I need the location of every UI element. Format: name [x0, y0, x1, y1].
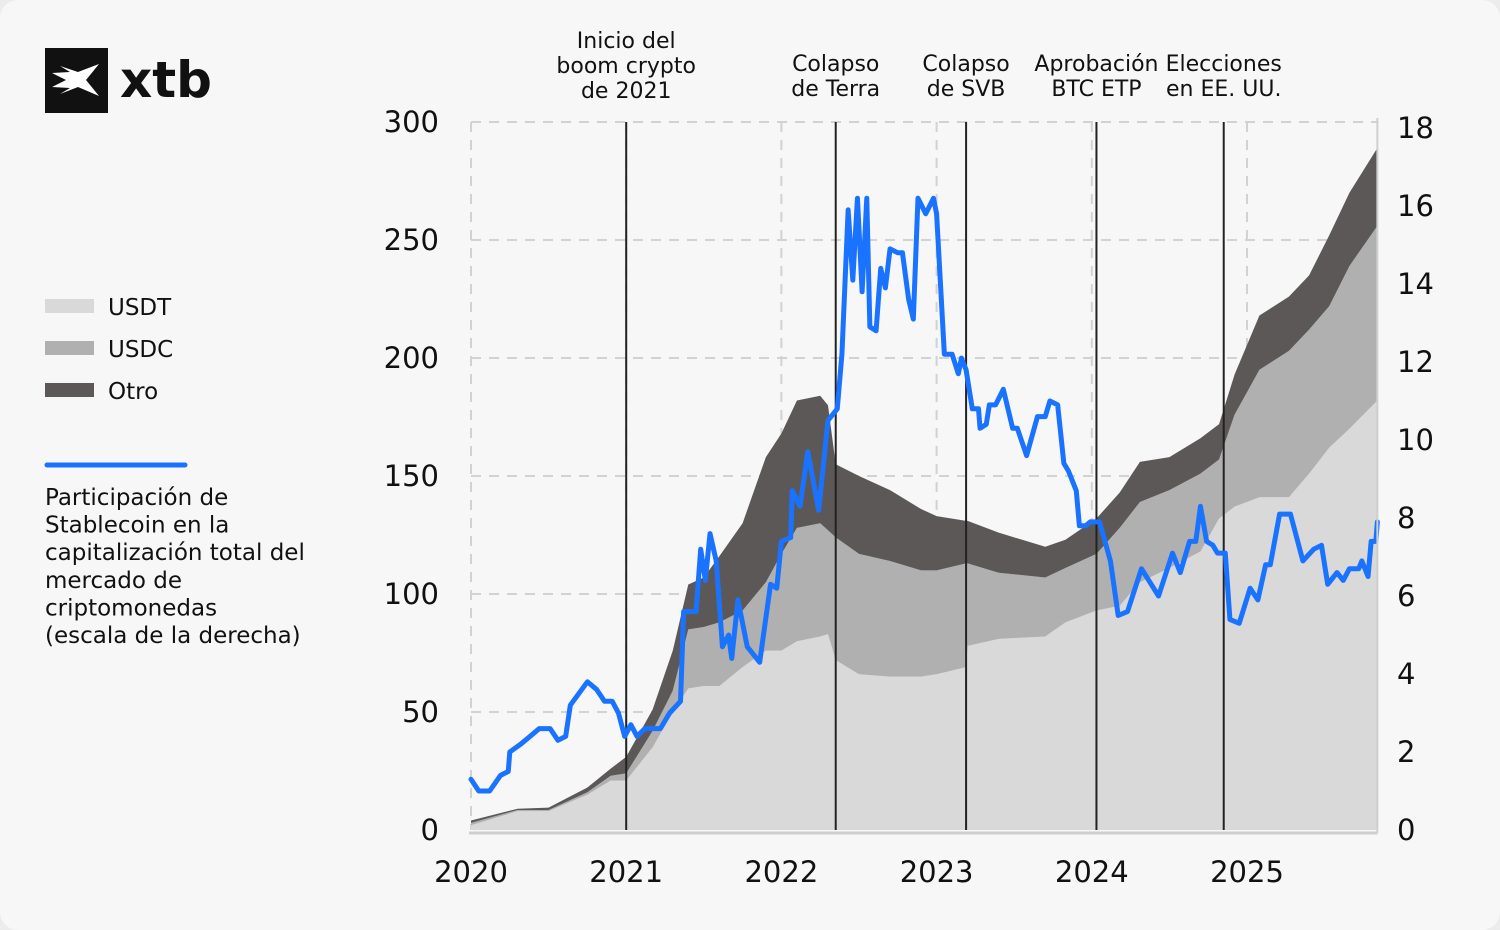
area-usdc — [471, 225, 1378, 826]
x-tick-label: 2024 — [1055, 855, 1129, 889]
y-right-tick-label: 6 — [1397, 579, 1415, 613]
legend-line-label: (escala de la derecha) — [45, 623, 301, 649]
legend-line-label: capitalización total del — [45, 540, 305, 566]
x-tick-label: 2020 — [434, 855, 508, 889]
event-label: Inicio del — [577, 29, 676, 54]
axes: 0 50 100 150 200 250 300 0 2 4 6 8 10 12 14 16 18 2020 202… — [384, 105, 1434, 889]
y-right-tick-label: 0 — [1397, 813, 1415, 847]
legend-line-label: Stablecoin en la — [45, 513, 229, 539]
legend-swatch-usdc — [45, 341, 94, 355]
legend-label: USDC — [108, 337, 173, 363]
y-right-tick-label: 10 — [1397, 423, 1434, 457]
legend-swatch-usdt — [45, 299, 94, 313]
area-usdt — [471, 400, 1378, 830]
y-left-tick-label: 250 — [384, 223, 439, 257]
y-left-tick-label: 50 — [402, 695, 439, 729]
y-right-tick-label: 16 — [1397, 189, 1434, 223]
event-label: de Terra — [791, 77, 880, 102]
x-tick-label: 2023 — [900, 855, 974, 889]
legend-label: USDT — [108, 295, 172, 321]
event-label: BTC ETP — [1051, 77, 1141, 102]
event-label: boom crypto — [556, 54, 696, 79]
event-label: Colapso — [792, 52, 879, 77]
x-tick-label: 2021 — [589, 855, 663, 889]
event-label: Elecciones — [1166, 52, 1282, 77]
x-tick-label: 2022 — [744, 855, 818, 889]
y-left-tick-label: 300 — [384, 105, 439, 139]
y-right-tick-label: 4 — [1397, 657, 1415, 691]
y-right-tick-label: 14 — [1397, 267, 1434, 301]
logo-x-icon — [52, 64, 99, 96]
event-label: en EE. UU. — [1166, 77, 1281, 102]
event-label: de 2021 — [581, 79, 671, 104]
xtb-logo: xtb — [45, 48, 212, 113]
y-right-tick-label: 12 — [1397, 345, 1434, 379]
stacked-areas — [471, 147, 1378, 830]
y-left-tick-label: 100 — [384, 577, 439, 611]
stablecoin-share-line — [468, 195, 1380, 794]
legend-line-label: mercado de — [45, 568, 182, 594]
event-label: Aprobación — [1034, 52, 1158, 77]
y-left-tick-label: 150 — [384, 459, 439, 493]
y-right-tick-label: 2 — [1397, 735, 1415, 769]
event-label: de SVB — [927, 77, 1006, 102]
y-right-tick-label: 8 — [1397, 501, 1415, 535]
y-left-tick-label: 200 — [384, 341, 439, 375]
legend-line-label: criptomonedas — [45, 595, 217, 621]
legend-label: Otro — [108, 379, 158, 405]
event-label: Colapso — [922, 52, 1009, 77]
y-right-tick-label: 18 — [1397, 111, 1434, 145]
legend-line-label: Participación de — [45, 485, 228, 511]
y-left-tick-label: 0 — [421, 813, 439, 847]
logo-text: xtb — [120, 51, 212, 109]
x-tick-label: 2025 — [1210, 855, 1284, 889]
legend-swatch-otro — [45, 383, 94, 397]
